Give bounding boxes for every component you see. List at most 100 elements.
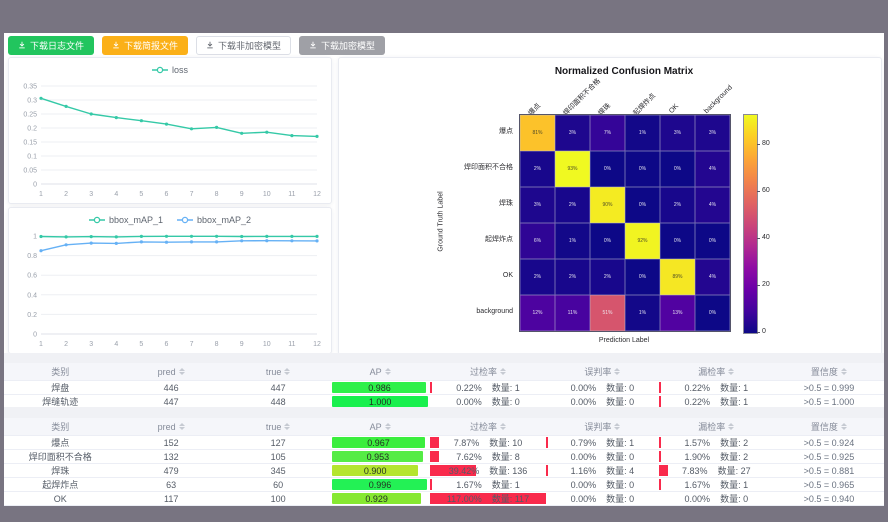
misjudge-rate-cell: 0.00% 数量: 0 bbox=[546, 381, 659, 394]
column-header-AP[interactable]: AP bbox=[330, 363, 429, 380]
rate-count: 数量: 1 bbox=[491, 383, 520, 393]
misjudge-rate-cell: 0.79% 数量: 1 bbox=[546, 436, 659, 449]
matrix-cell: 81% bbox=[520, 115, 555, 151]
legend-item-bbox_mAP_1[interactable]: bbox_mAP_1 bbox=[88, 215, 163, 225]
matrix-cell: 51% bbox=[590, 295, 625, 331]
sort-caret-icon[interactable] bbox=[384, 423, 391, 430]
matrix-cell: 6% bbox=[520, 223, 555, 259]
column-header-过检率[interactable]: 过检率 bbox=[430, 363, 546, 380]
matrix-cell: 0% bbox=[590, 223, 625, 259]
sort-caret-icon[interactable] bbox=[284, 423, 291, 430]
sort-caret-icon[interactable] bbox=[728, 368, 735, 375]
ap-cell: 0.900 bbox=[330, 464, 429, 477]
column-header-pred[interactable]: pred bbox=[117, 418, 226, 435]
overdetect-rate-cell: 7.87% 数量: 10 bbox=[429, 436, 546, 449]
rate-percent: 1.67% bbox=[684, 479, 711, 490]
rate-count: 数量: 1 bbox=[491, 480, 520, 490]
column-header-置信度[interactable]: 置信度 bbox=[774, 363, 884, 380]
column-header-过检率[interactable]: 过检率 bbox=[430, 418, 546, 435]
column-header-漏检率[interactable]: 漏检率 bbox=[659, 418, 774, 435]
true-count: 105 bbox=[270, 451, 286, 462]
sort-caret-icon[interactable] bbox=[614, 368, 621, 375]
svg-text:0.35: 0.35 bbox=[23, 84, 37, 91]
column-header-label: AP bbox=[369, 366, 382, 377]
rate-count: 数量: 0 bbox=[491, 397, 520, 407]
rate-bar bbox=[658, 451, 661, 462]
overdetect-rate-cell: 0.00% 数量: 0 bbox=[430, 395, 546, 408]
column-header-label: 置信度 bbox=[810, 367, 838, 377]
rate-percent: 1.16% bbox=[570, 465, 597, 476]
class-label: OK bbox=[53, 493, 67, 504]
sort-caret-icon[interactable] bbox=[499, 368, 506, 375]
rate-percent: 0.79% bbox=[570, 437, 597, 448]
rate-bar bbox=[429, 493, 547, 504]
download-unencrypted-model-button[interactable]: 下载非加密模型 bbox=[196, 35, 292, 55]
sort-caret-icon[interactable] bbox=[178, 368, 185, 375]
column-header-误判率[interactable]: 误判率 bbox=[546, 418, 659, 435]
confidence-cell: >0.5 = 0.940 bbox=[774, 492, 884, 505]
download-report-button[interactable]: 下载简报文件 bbox=[102, 35, 189, 55]
svg-text:2: 2 bbox=[64, 191, 68, 198]
legend-item-bbox_mAP_2[interactable]: bbox_mAP_2 bbox=[177, 215, 251, 225]
pred-count: 447 bbox=[163, 396, 179, 407]
table-row: 焊盘 446 447 0.986 0.22% 数量: 1 0.00% 数量: 0 0.22% 数量… bbox=[4, 381, 884, 395]
rate-count: 数量: 10 bbox=[489, 438, 523, 448]
miss-rate-cell: 0.00% 数量: 0 bbox=[659, 492, 774, 505]
colorbar-tick-mark bbox=[757, 191, 760, 193]
map-chart: 00.20.40.60.811 2 3 4 5 6 7 8 9 10 11 12 bbox=[27, 234, 321, 349]
sort-caret-icon[interactable] bbox=[499, 423, 506, 430]
column-header-置信度[interactable]: 置信度 bbox=[774, 418, 884, 435]
column-header-label: true bbox=[265, 421, 282, 432]
matrix-cell: 1% bbox=[625, 115, 660, 151]
table-row: 起焊炸点 63 60 0.996 1.67% 数量: 1 0.00% 数量: 0 1.67% 数量… bbox=[4, 478, 884, 492]
download-icon bbox=[19, 41, 25, 49]
ap-cell: 0.986 bbox=[330, 381, 429, 394]
pred-count: 132 bbox=[163, 451, 179, 462]
column-header-AP[interactable]: AP bbox=[330, 418, 429, 435]
rate-percent: 7.87% bbox=[453, 437, 480, 448]
svg-text:7: 7 bbox=[190, 191, 194, 198]
svg-text:12: 12 bbox=[313, 191, 321, 198]
column-header-label: pred bbox=[157, 421, 176, 432]
svg-text:10: 10 bbox=[263, 191, 271, 198]
column-header-label: 漏检率 bbox=[698, 367, 726, 377]
matrix-cell: 2% bbox=[555, 259, 590, 295]
download-log-button[interactable]: 下载日志文件 bbox=[8, 35, 95, 55]
column-header-class: 类别 bbox=[4, 418, 117, 435]
confidence-value: >0.5 = 0.999 bbox=[803, 382, 855, 393]
download-encrypted-model-button[interactable]: 下载加密模型 bbox=[299, 35, 386, 55]
column-header-pred[interactable]: pred bbox=[117, 363, 226, 380]
svg-text:5: 5 bbox=[139, 341, 143, 348]
column-header-label: 漏检率 bbox=[698, 422, 726, 432]
svg-text:11: 11 bbox=[288, 191, 295, 198]
prediction-label-axis-title: Prediction Label bbox=[598, 337, 650, 344]
column-header-误判率[interactable]: 误判率 bbox=[546, 363, 659, 380]
sort-caret-icon[interactable] bbox=[178, 423, 185, 430]
svg-text:12: 12 bbox=[313, 341, 321, 348]
pred-count: 152 bbox=[163, 437, 179, 448]
matrix-cell: 92% bbox=[625, 223, 660, 259]
misjudge-rate-cell: 1.16% 数量: 4 bbox=[546, 464, 659, 477]
sort-caret-icon[interactable] bbox=[284, 368, 291, 375]
sort-caret-icon[interactable] bbox=[840, 368, 847, 375]
column-header-true[interactable]: true bbox=[226, 418, 331, 435]
sort-caret-icon[interactable] bbox=[614, 423, 621, 430]
legend-item-loss[interactable]: loss bbox=[151, 65, 188, 75]
rate-count: 数量: 0 bbox=[606, 494, 635, 504]
sort-caret-icon[interactable] bbox=[840, 423, 847, 430]
matrix-row-label: background bbox=[476, 308, 513, 315]
svg-text:0.8: 0.8 bbox=[27, 253, 37, 260]
column-header-true[interactable]: true bbox=[226, 363, 331, 380]
toolbar: 下载日志文件 下载简报文件 下载非加密模型 下载加密模型 bbox=[8, 35, 386, 55]
pred-count: 446 bbox=[163, 382, 179, 393]
ap-value-bar: 0.996 bbox=[332, 479, 428, 490]
summary-table: 类别 pred true AP 过检率 误判率 漏检率 置信度 焊盘 446 447 0.986 0.2… bbox=[4, 363, 884, 409]
sort-caret-icon[interactable] bbox=[728, 423, 735, 430]
rate-percent: 0.22% bbox=[684, 396, 711, 407]
matrix-column-label: background bbox=[703, 84, 734, 115]
svg-text:8: 8 bbox=[215, 341, 219, 348]
miss-rate-cell: 1.57% 数量: 2 bbox=[658, 436, 774, 449]
sort-caret-icon[interactable] bbox=[384, 368, 391, 375]
confidence-cell: >0.5 = 0.965 bbox=[774, 478, 884, 491]
column-header-漏检率[interactable]: 漏检率 bbox=[659, 363, 774, 380]
